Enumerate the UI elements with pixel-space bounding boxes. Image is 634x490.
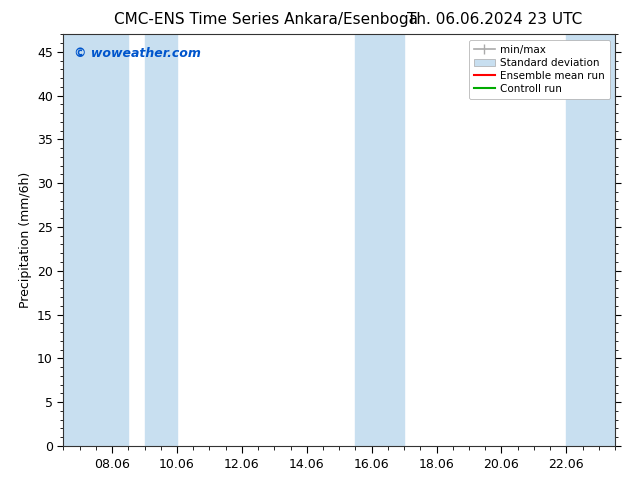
Text: CMC-ENS Time Series Ankara/Esenboga: CMC-ENS Time Series Ankara/Esenboga [114,12,418,27]
Bar [145,34,177,446]
Bar [63,34,128,446]
Bar [566,34,615,446]
Bar [356,34,404,446]
Text: © woweather.com: © woweather.com [74,47,202,60]
Text: Th. 06.06.2024 23 UTC: Th. 06.06.2024 23 UTC [407,12,582,27]
Y-axis label: Precipitation (mm/6h): Precipitation (mm/6h) [18,172,32,308]
Legend: min/max, Standard deviation, Ensemble mean run, Controll run: min/max, Standard deviation, Ensemble me… [469,40,610,99]
